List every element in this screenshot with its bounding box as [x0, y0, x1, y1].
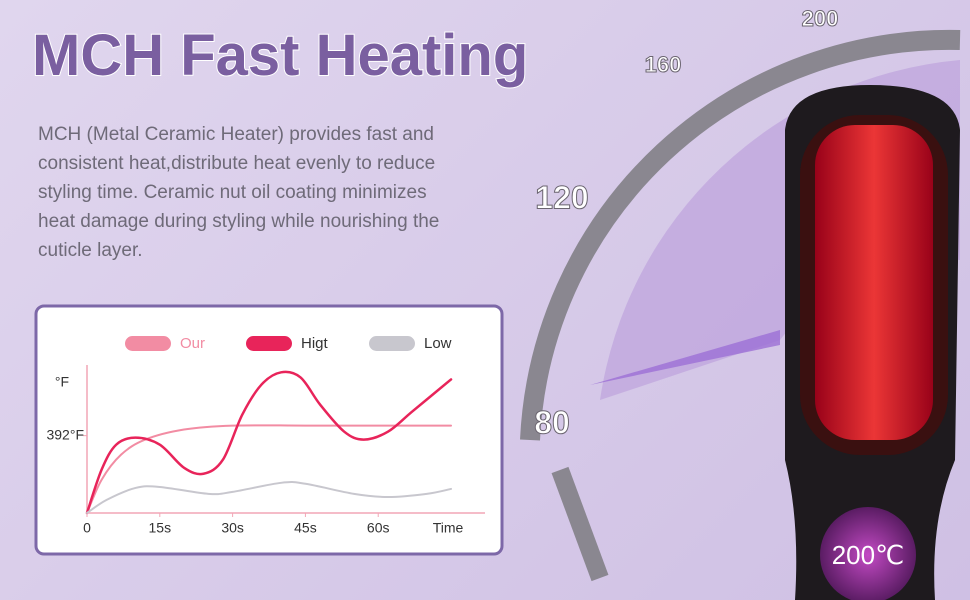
- description-line: heat damage during styling while nourish…: [38, 211, 440, 232]
- x-tick-label: 45s: [294, 520, 317, 536]
- legend-swatch: [369, 336, 415, 351]
- legend-label: Low: [424, 335, 452, 352]
- display-panel: [820, 507, 916, 600]
- x-tick-label: 30s: [221, 520, 244, 536]
- gauge-label: 160: [645, 52, 682, 77]
- y-tick-label: 392°F: [46, 426, 84, 442]
- description-line: styling time. Ceramic nut oil coating mi…: [38, 182, 427, 203]
- chart-box: [34, 304, 504, 556]
- description-line: cuticle layer.: [38, 240, 143, 261]
- gauge-label: 120: [535, 179, 588, 215]
- x-axis-label: Time: [433, 520, 464, 536]
- description-line: MCH (Metal Ceramic Heater) provides fast…: [38, 124, 434, 145]
- display-text: 200℃: [832, 540, 905, 570]
- series-line: [85, 370, 453, 515]
- description-line: consistent heat,distribute heat evenly t…: [38, 153, 436, 174]
- gauge-label: 200: [802, 6, 839, 31]
- x-tick-label: 15s: [149, 520, 172, 536]
- brush-glow: [815, 125, 933, 440]
- gauge-label: 80: [534, 404, 570, 440]
- series-line: [86, 481, 453, 514]
- gauge-arc: [520, 29, 961, 441]
- x-tick-label: 60s: [367, 520, 390, 536]
- gauge-arc-end: [551, 466, 609, 582]
- legend-swatch: [246, 336, 292, 351]
- title: MCH Fast Heating: [31, 22, 529, 89]
- description: MCH (Metal Ceramic Heater) provides fast…: [38, 120, 439, 265]
- legend-label: Our: [180, 335, 205, 352]
- legend-label: Higt: [301, 335, 329, 352]
- x-tick-label: 0: [83, 520, 91, 536]
- gauge-needle: [590, 330, 780, 385]
- y-axis-label: °F: [55, 374, 69, 390]
- legend-swatch: [125, 336, 171, 351]
- series-line: [86, 424, 453, 514]
